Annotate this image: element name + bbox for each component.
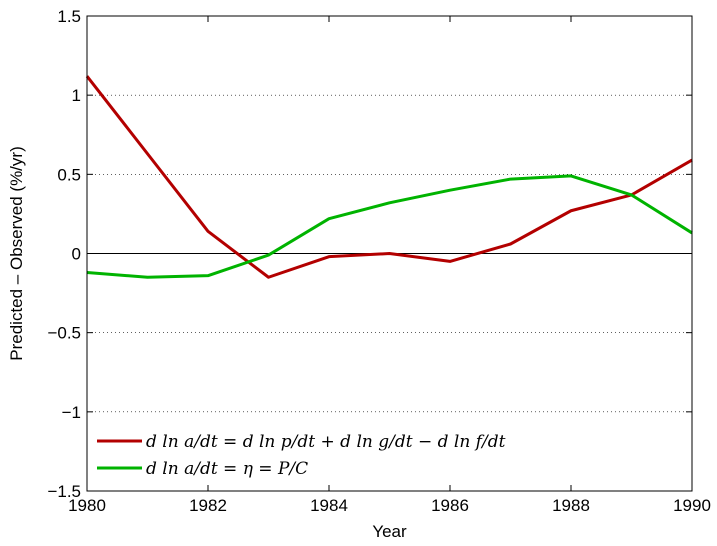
series-line-1	[85, 75, 693, 279]
x-tick-label: 1986	[431, 496, 469, 515]
legend: d ln a/dt = d ln p/dt + d ln g/dt − d ln…	[97, 432, 506, 479]
y-tick-label: −1	[62, 403, 81, 422]
x-tick-label: 1988	[552, 496, 590, 515]
y-axis-label: Predicted – Observed (%/yr)	[7, 146, 26, 360]
x-axis-label: Year	[372, 522, 407, 541]
y-tick-label: 0	[72, 245, 81, 264]
series-lines	[85, 75, 693, 279]
y-tick-label: 1	[72, 86, 81, 105]
y-tick-labels: −1.5 −1 −0.5 0 0.5 1 1.5	[47, 7, 81, 501]
y-tick-label: −1.5	[47, 482, 81, 501]
y-tick-label: −0.5	[47, 324, 81, 343]
x-tick-label: 1982	[189, 496, 227, 515]
axis-ticks	[86, 15, 693, 492]
x-tick-label: 1984	[310, 496, 348, 515]
x-tick-label: 1990	[673, 496, 711, 515]
legend-label-2: d ln a/dt = η = P/C	[146, 459, 308, 479]
y-tick-label: 0.5	[57, 165, 81, 184]
legend-label-1: d ln a/dt = d ln p/dt + d ln g/dt − d ln…	[146, 432, 506, 452]
x-tick-labels: 1980 1982 1984 1986 1988 1990	[68, 496, 711, 515]
y-tick-label: 1.5	[57, 7, 81, 26]
x-tick-label: 1980	[68, 496, 106, 515]
series-line-2	[86, 174, 693, 279]
